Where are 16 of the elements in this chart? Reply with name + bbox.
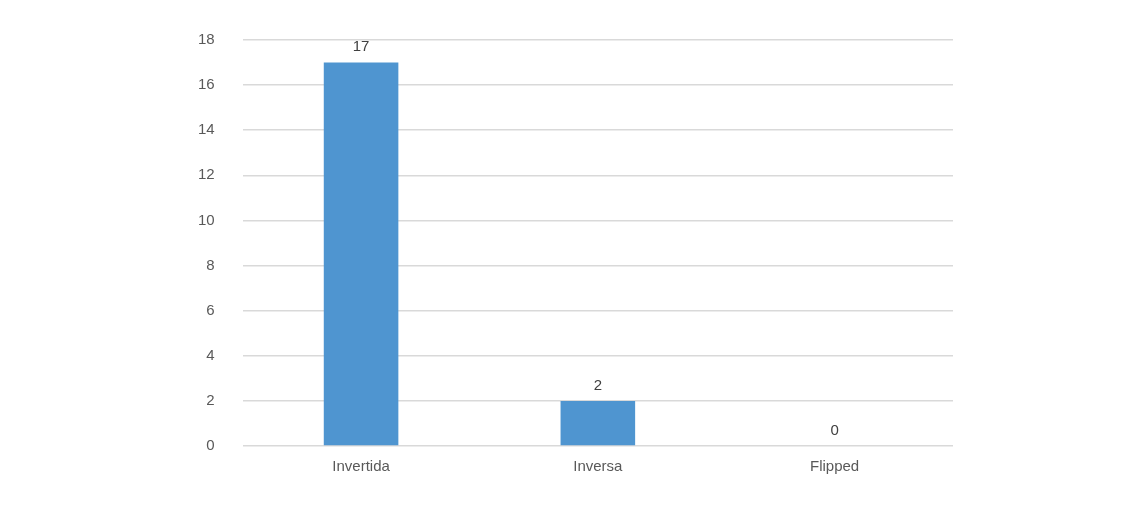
x-tick-label: Invertida <box>332 457 391 475</box>
y-tick-label: 8 <box>206 255 215 273</box>
y-tick-label: 0 <box>206 436 215 454</box>
y-tick-label: 16 <box>198 75 215 93</box>
y-tick-label: 14 <box>198 120 215 138</box>
y-tick-label: 4 <box>206 345 215 363</box>
x-tick-label: Inversa <box>573 457 624 475</box>
y-tick-label: 18 <box>198 30 215 48</box>
data-label: 2 <box>593 375 603 393</box>
y-tick-label: 2 <box>206 391 215 409</box>
y-tick-label: 12 <box>198 165 215 183</box>
x-tick-label: Flipped <box>810 457 860 475</box>
y-tick-label: 10 <box>198 210 215 228</box>
data-label: 0 <box>830 420 839 438</box>
data-label: 17 <box>352 37 370 55</box>
y-tick-label: 6 <box>206 300 215 318</box>
